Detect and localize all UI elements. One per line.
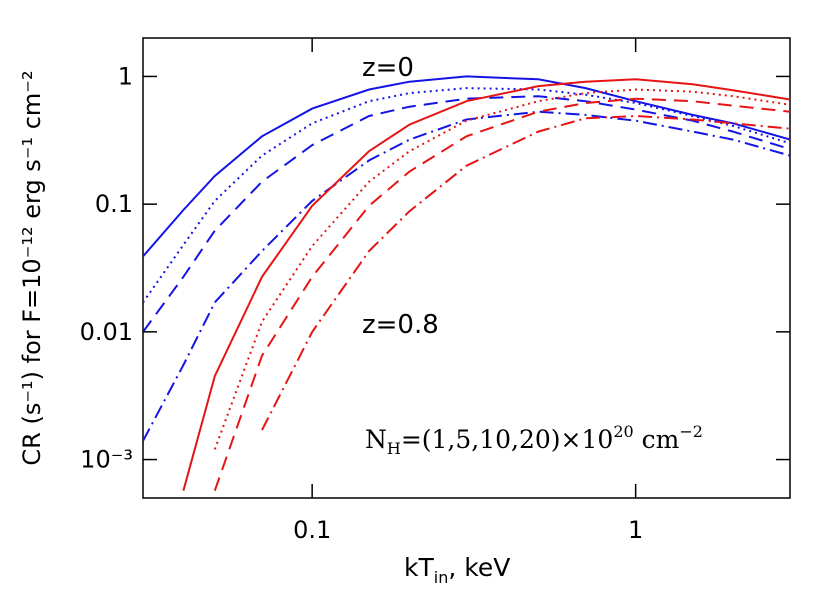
series-line [213, 88, 790, 450]
nh-label-part: H [387, 439, 401, 458]
annotation: z=0.8 [362, 310, 439, 340]
series-line [143, 110, 790, 442]
plot-lines [143, 75, 790, 492]
y-axis-label: CR (s⁻¹) for F=10⁻¹² erg s⁻¹ cm⁻² [18, 70, 46, 465]
plot-frame [142, 37, 791, 499]
y-tick-label: 10⁻³ [80, 446, 133, 474]
nh-label-part: =(1,5,10,20)×10 [401, 425, 614, 454]
y-tick-label: 1 [118, 62, 133, 90]
series-line [143, 95, 790, 333]
x-axis-label: kTin, keV [404, 553, 510, 587]
series-line [261, 114, 790, 431]
y-tick-label: 0.1 [95, 190, 133, 218]
nh-label-part: N [365, 425, 387, 454]
nh-label-part: 20 [613, 422, 633, 441]
x-axis-label-part: kT [404, 553, 434, 582]
x-axis-label-part: , keV [448, 553, 510, 582]
nh-label-part: −2 [679, 422, 703, 441]
nh-label: NH=(1,5,10,20)×1020 cm−2 [365, 422, 703, 458]
x-tick-label: 1 [628, 516, 643, 544]
series-line [213, 97, 790, 492]
x-axis-label-part: in [434, 568, 449, 587]
series-line [182, 78, 790, 491]
annotation: z=0 [362, 53, 414, 83]
x-tick-label: 0.1 [293, 516, 331, 544]
y-tick-label: 0.01 [80, 318, 133, 346]
series-line [143, 75, 790, 258]
nh-label-part: cm [634, 425, 680, 454]
